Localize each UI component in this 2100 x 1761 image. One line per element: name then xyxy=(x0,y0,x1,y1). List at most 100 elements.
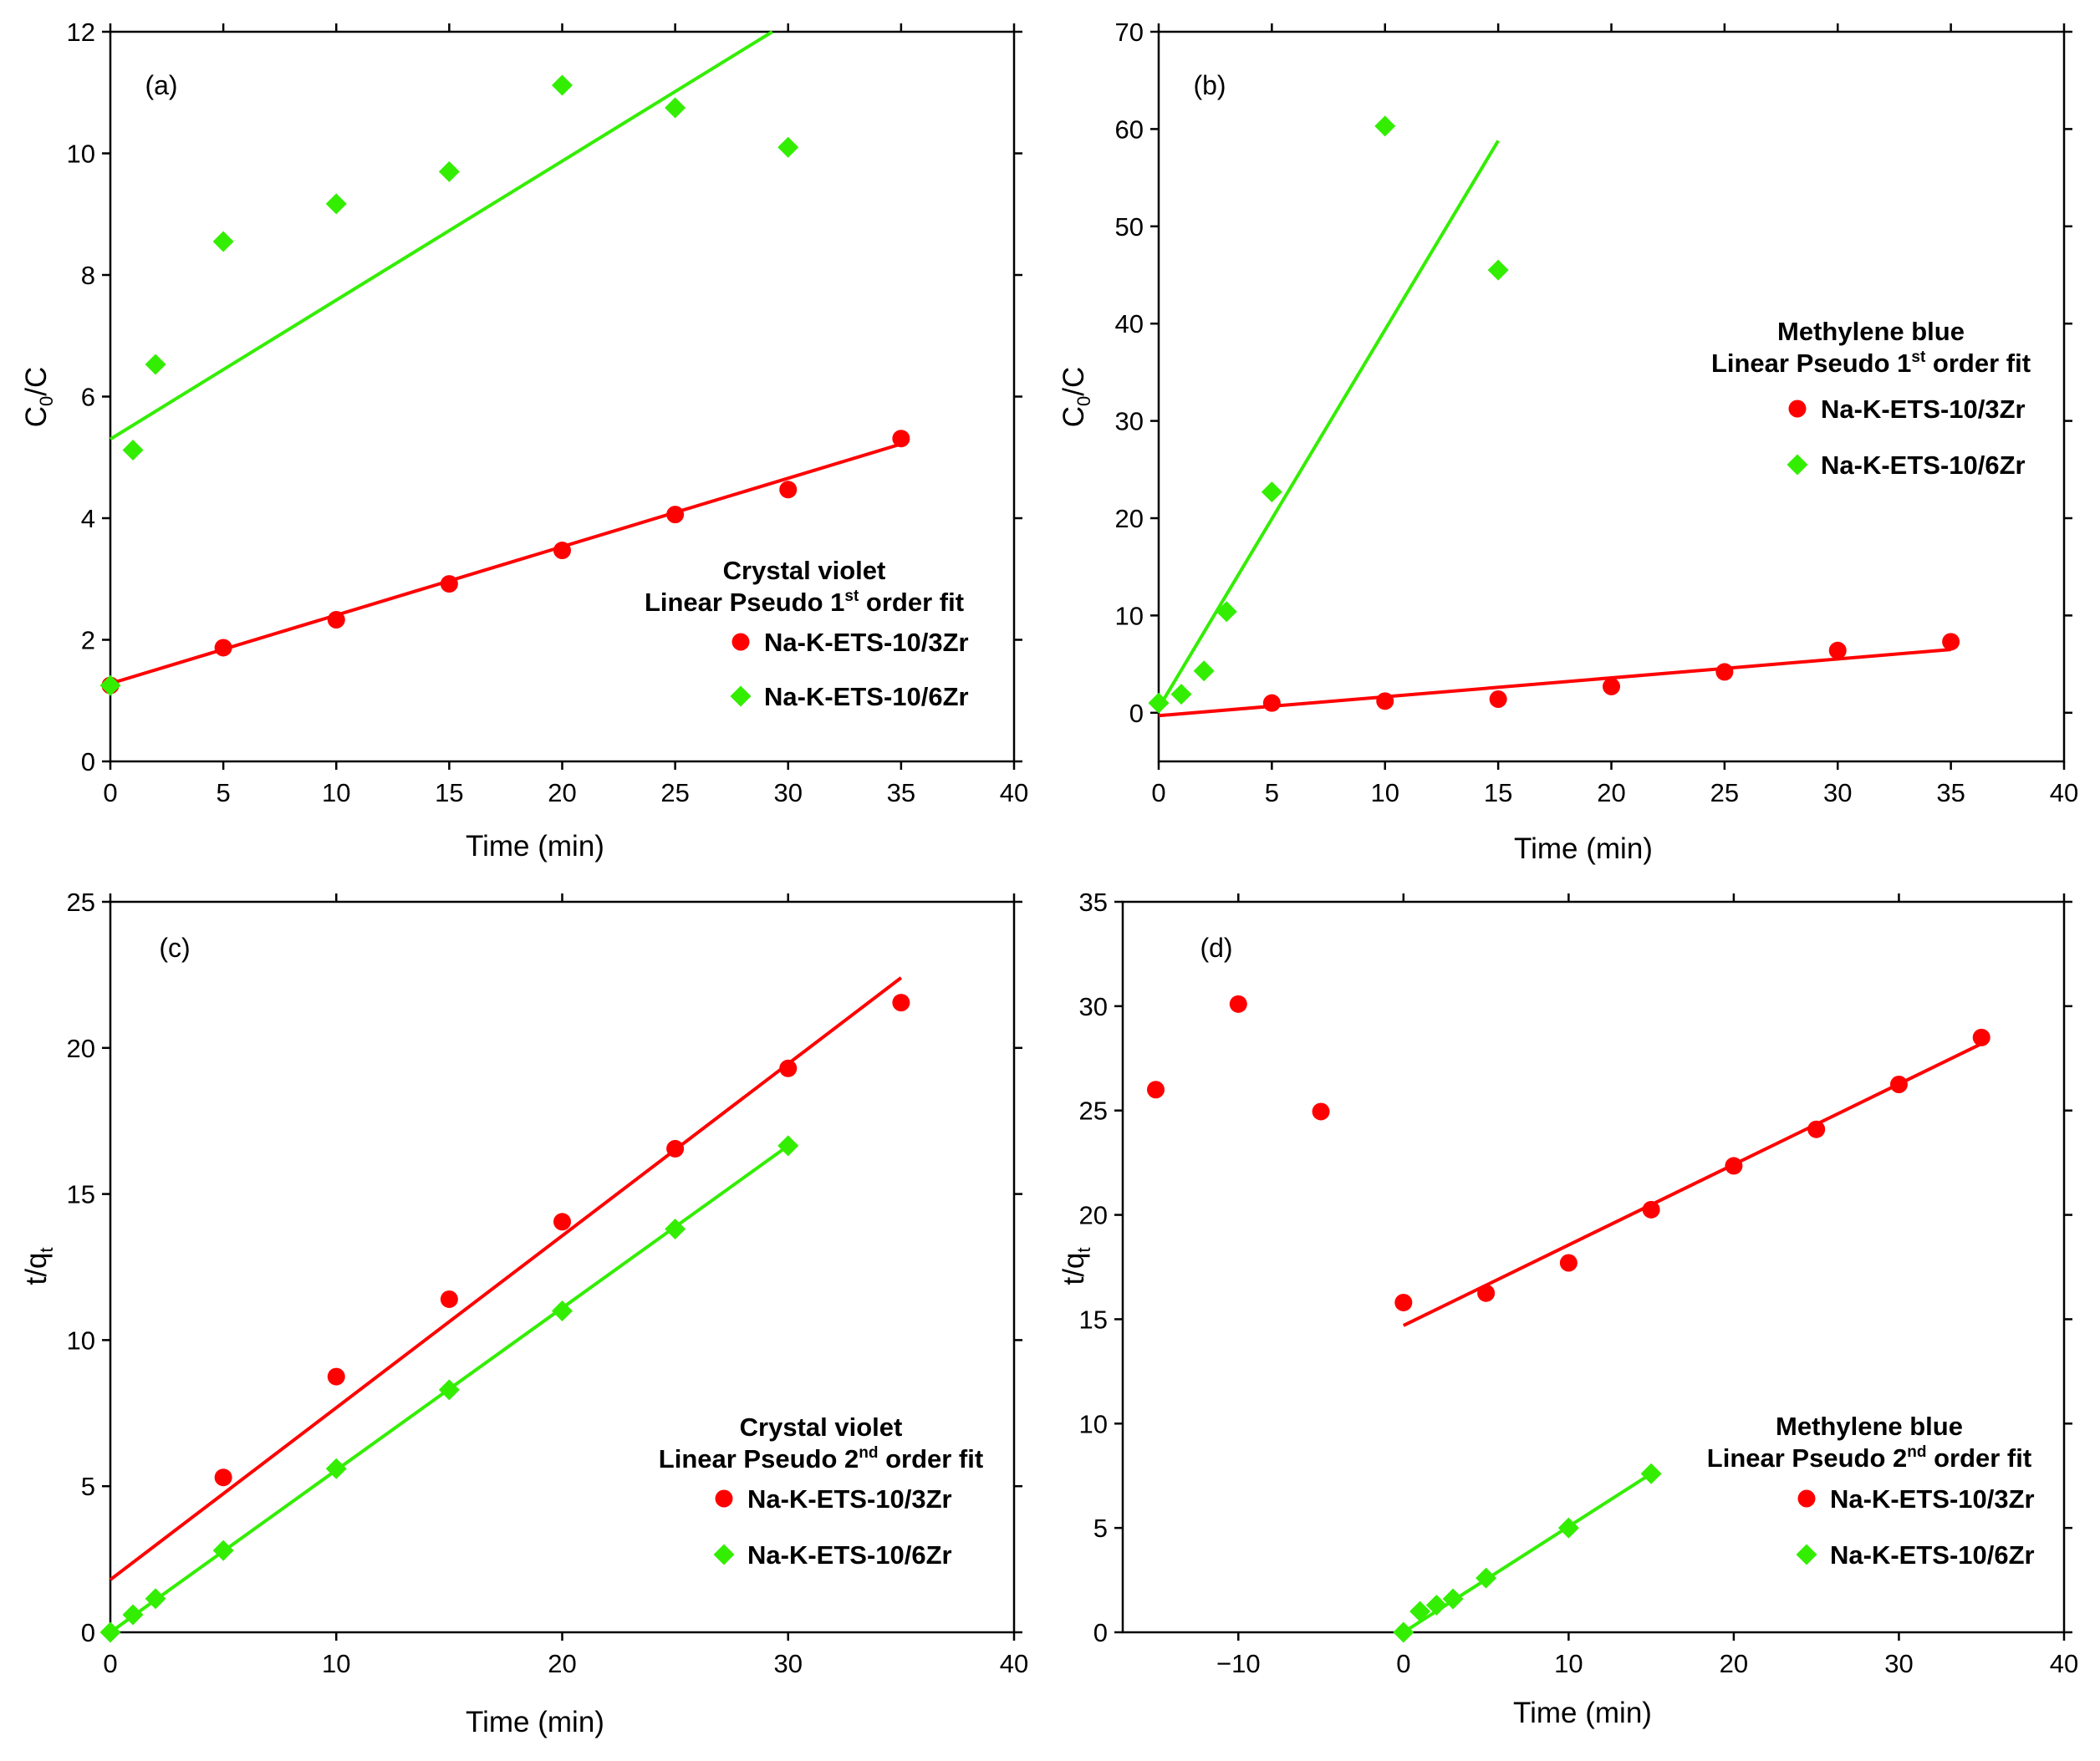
data-point xyxy=(145,1588,166,1610)
y-tick-label: 8 xyxy=(81,261,95,290)
x-tick-label: 30 xyxy=(774,778,803,807)
legend-title-line2: Linear Pseudo 2nd order fit xyxy=(659,1444,983,1473)
y-tick-label: 0 xyxy=(1129,699,1144,728)
x-axis-title: Time (min) xyxy=(466,830,604,863)
y-tick-label: 5 xyxy=(1093,1514,1108,1543)
y-tick-label: 0 xyxy=(81,1618,95,1647)
legend-title-sup: nd xyxy=(859,1444,878,1462)
data-point xyxy=(665,1219,686,1240)
x-tick-label: 20 xyxy=(548,1649,576,1678)
y-tick-label: 6 xyxy=(81,383,95,412)
legend-title-line1: Crystal violet xyxy=(740,1412,903,1442)
data-point xyxy=(1828,641,1847,659)
y-tick-label: 25 xyxy=(67,888,95,917)
series-Na-K-ETS-10/3Zr xyxy=(1158,633,1960,718)
data-point xyxy=(1489,690,1507,709)
x-tick-label: 10 xyxy=(1554,1649,1583,1678)
y-axis-title-main: t/q xyxy=(20,1253,53,1285)
x-axis-title: Time (min) xyxy=(1514,832,1653,865)
fit-line xyxy=(109,976,903,1581)
data-point xyxy=(1487,259,1509,281)
legend-entry-label: Na-K-ETS-10/6Zr xyxy=(764,682,969,711)
data-point xyxy=(553,1213,571,1231)
legend-entry-label: Na-K-ETS-10/6Zr xyxy=(1821,450,2026,480)
legend-marker xyxy=(731,633,750,651)
x-tick-label: 35 xyxy=(1936,778,1965,807)
data-point xyxy=(666,506,685,524)
series-Na-K-ETS-10/3Zr xyxy=(1147,995,1990,1327)
chart-panel-c: 0 10 20 30 40 0 5 10 15 20 25 Time (min) t/qt (c) Crys… xyxy=(20,888,1028,1738)
legend-marker xyxy=(1797,1489,1816,1508)
data-point xyxy=(327,1367,345,1386)
data-point xyxy=(1442,1588,1464,1610)
legend-title-line1: Methylene blue xyxy=(1777,317,1965,346)
x-tick-label: 20 xyxy=(548,778,576,807)
data-point xyxy=(1603,677,1620,695)
data-point xyxy=(1642,1200,1660,1219)
y-tick-label: 40 xyxy=(1115,309,1144,338)
data-point xyxy=(1807,1120,1826,1138)
data-point xyxy=(1229,995,1247,1013)
y-axis-title: t/qt xyxy=(20,1247,57,1285)
legend-entry-label: Na-K-ETS-10/6Zr xyxy=(747,1540,952,1570)
x-tick-label: 0 xyxy=(103,1649,117,1678)
y-tick-label: 25 xyxy=(1079,1097,1108,1126)
y-tick-label: 5 xyxy=(81,1472,95,1501)
data-point xyxy=(1193,660,1215,682)
series-Na-K-ETS-10/6Zr xyxy=(1393,1463,1662,1643)
panel-label: (a) xyxy=(145,70,177,100)
legend-entry-label: Na-K-ETS-10/3Zr xyxy=(764,628,969,657)
data-point xyxy=(552,1300,573,1321)
data-point xyxy=(1147,1081,1165,1099)
legend-title-line1: Methylene blue xyxy=(1776,1412,1963,1441)
x-axis-title: Time (min) xyxy=(466,1706,604,1738)
y-tick-label: 60 xyxy=(1115,115,1144,144)
legend-title-text-after: order fit xyxy=(1925,349,2031,378)
x-tick-label: 20 xyxy=(1597,778,1625,807)
y-tick-label: 12 xyxy=(67,18,95,47)
y-axis-title-main: C xyxy=(1058,406,1090,427)
x-axis-title: Time (min) xyxy=(1513,1697,1652,1729)
y-tick-label: 2 xyxy=(81,626,95,655)
y-tick-label: 20 xyxy=(1079,1201,1108,1230)
data-point xyxy=(892,994,910,1012)
x-tick-label: 30 xyxy=(1884,1649,1913,1678)
y-tick-label: 70 xyxy=(1115,18,1144,47)
legend-title-line2: Linear Pseudo 1st order fit xyxy=(645,588,964,617)
data-point xyxy=(779,481,798,499)
legend-title-line2: Linear Pseudo 1st order fit xyxy=(1711,349,2031,378)
data-point xyxy=(325,1458,347,1479)
legend-title-text-after: order fit xyxy=(878,1444,983,1473)
plot-frame xyxy=(1121,900,2066,1634)
data-point xyxy=(777,1135,799,1157)
data-point xyxy=(440,575,458,593)
legend-entry-label: Na-K-ETS-10/3Zr xyxy=(1821,394,2026,424)
legend-title-sup: st xyxy=(844,588,859,605)
fit-line xyxy=(110,442,902,685)
data-point xyxy=(440,1290,458,1308)
legend-title-line2: Linear Pseudo 2nd order fit xyxy=(1707,1443,2031,1473)
x-tick-label: 5 xyxy=(1265,778,1279,807)
y-tick-label: 10 xyxy=(1079,1409,1108,1438)
legend-marker xyxy=(715,1489,733,1508)
data-point xyxy=(1725,1157,1743,1175)
y-axis-title-sub: 0 xyxy=(36,396,57,406)
x-tick-label: 5 xyxy=(217,778,231,807)
data-point xyxy=(1216,601,1237,623)
data-point xyxy=(438,1379,460,1401)
y-tick-label: 30 xyxy=(1115,407,1144,436)
data-point xyxy=(892,430,910,448)
chart-panel-d: −10 0 10 20 30 40 0 5 10 15 20 25 30 35 Time (min) t/qt… xyxy=(1058,888,2078,1729)
y-tick-label: 30 xyxy=(1079,992,1108,1021)
data-point xyxy=(666,1139,685,1158)
legend-entry-label: Na-K-ETS-10/6Zr xyxy=(1830,1540,2035,1570)
data-point xyxy=(1261,481,1282,503)
legend-title-text: Linear Pseudo 2 xyxy=(1707,1443,1907,1473)
panel-label: (c) xyxy=(159,933,190,963)
data-point xyxy=(1425,1595,1447,1616)
legend-title-sup: st xyxy=(1911,349,1926,366)
y-axis-title-main: C xyxy=(20,406,53,427)
series-Na-K-ETS-10/6Zr xyxy=(99,30,799,696)
y-tick-label: 10 xyxy=(1115,601,1144,630)
